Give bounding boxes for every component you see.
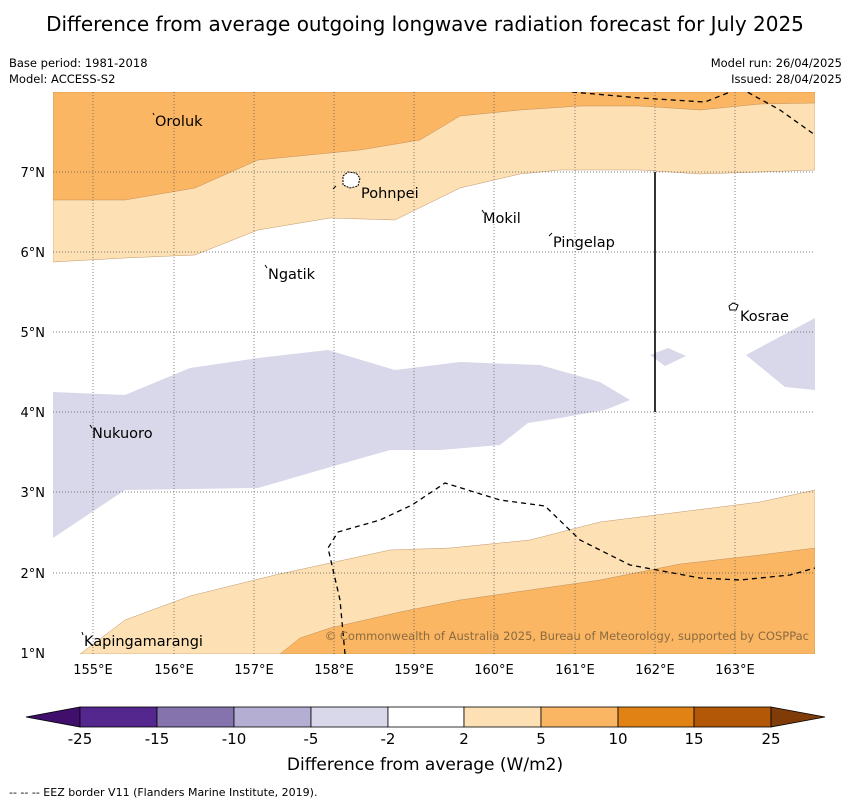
lat-label: 6°N <box>21 246 46 261</box>
middle-band-neg5-neg2 <box>53 350 630 538</box>
model-run: Model run: 26/04/2025 <box>710 56 842 70</box>
place-label-pingelap: Pingelap <box>553 235 615 251</box>
colorbar-tick: -10 <box>221 730 247 748</box>
lat-label: 4°N <box>21 406 46 421</box>
colorbar-tick: 2 <box>459 730 469 748</box>
colorbar-segment <box>463 706 542 728</box>
issued-date: Issued: 28/04/2025 <box>731 72 842 86</box>
lon-label: 163°E <box>715 663 755 678</box>
colorbar-segment <box>156 706 235 728</box>
place-label-nukuoro: Nukuoro <box>92 426 153 442</box>
lat-label: 3°N <box>21 486 46 501</box>
grid-lines <box>53 92 815 654</box>
colorbar-tick: 25 <box>761 730 781 748</box>
lon-label: 155°E <box>73 663 113 678</box>
lon-label: 158°E <box>314 663 354 678</box>
eez-border-north <box>571 92 815 136</box>
colorbar-tick: 15 <box>684 730 704 748</box>
colorbar <box>25 706 826 728</box>
place-label-pohnpei: Pohnpei <box>361 186 419 202</box>
lon-label: 161°E <box>555 663 595 678</box>
colorbar-tick: 5 <box>536 730 546 748</box>
lat-label: 2°N <box>21 567 46 582</box>
place-label-kosrae: Kosrae <box>740 309 789 325</box>
lat-label: 1°N <box>21 647 46 662</box>
colorbar-segment <box>387 706 465 728</box>
map-field: Oroluk Pohnpei Mokil Pingelap Ngatik Kos… <box>53 92 815 654</box>
colorbar-tick: -5 <box>303 730 319 748</box>
eez-borders <box>327 92 815 654</box>
lon-label: 160°E <box>474 663 514 678</box>
place-label-oroluk: Oroluk <box>155 114 203 130</box>
islands <box>342 171 739 311</box>
lat-label: 7°N <box>21 166 46 181</box>
longitude-labels: 155°E 156°E 157°E 158°E 159°E 160°E 161°… <box>73 663 755 678</box>
colorbar-extend-high <box>770 706 826 728</box>
colorbar-tick: 10 <box>608 730 628 748</box>
base-period: Base period: 1981-2018 <box>9 56 148 70</box>
colorbar-title: Difference from average (W/m2) <box>286 755 564 775</box>
colorbar-segment <box>693 706 772 728</box>
colorbar-segment <box>310 706 389 728</box>
eez-footer-note: -- -- -- EEZ border V11 (Flanders Marine… <box>9 786 318 799</box>
colorbar-tick: -15 <box>144 730 170 748</box>
pohnpei-outline <box>342 171 361 189</box>
island-dots <box>81 112 553 636</box>
lon-label: 162°E <box>635 663 675 678</box>
eez-border-south <box>327 482 815 654</box>
colorbar-tick: -2 <box>380 730 396 748</box>
kosrae-outline <box>728 302 739 311</box>
place-label-mokil: Mokil <box>483 211 521 227</box>
latitude-labels: 7°N 6°N 5°N 4°N 3°N 2°N 1°N <box>21 166 46 662</box>
lon-label: 159°E <box>394 663 434 678</box>
lon-label: 157°E <box>234 663 274 678</box>
colorbar-segment <box>617 706 695 728</box>
lon-label: 156°E <box>154 663 194 678</box>
lavender-patch-east <box>746 318 815 390</box>
north-band-5-10 <box>53 92 815 201</box>
colorbar-segment <box>79 706 158 728</box>
lavender-patch-small <box>650 348 686 366</box>
colorbar-segment <box>233 706 312 728</box>
colorbar-tick: -25 <box>67 730 93 748</box>
place-label-ngatik: Ngatik <box>268 267 316 283</box>
chart-title: Difference from average outgoing longwav… <box>46 12 804 36</box>
lat-label: 5°N <box>21 326 46 341</box>
colorbar-segment <box>540 706 619 728</box>
place-label-kapingamarangi: Kapingamarangi <box>84 634 203 650</box>
colorbar-extend-low <box>25 706 81 728</box>
meta-right: Model run: 26/04/2025 Issued: 28/04/2025 <box>711 55 842 87</box>
meta-left: Base period: 1981-2018 Model: ACCESS-S2 <box>9 55 148 87</box>
copyright-notice: © Commonwealth of Australia 2025, Bureau… <box>325 629 809 643</box>
model-name: Model: ACCESS-S2 <box>9 72 116 86</box>
